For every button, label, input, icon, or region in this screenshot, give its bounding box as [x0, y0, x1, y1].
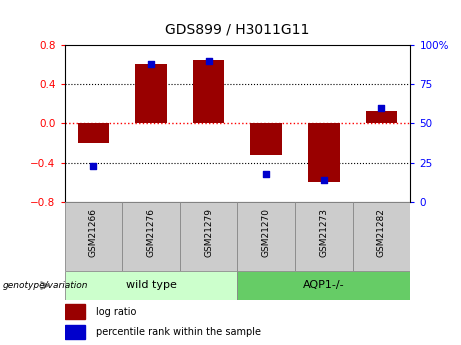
Text: GDS899 / H3011G11: GDS899 / H3011G11: [165, 22, 310, 36]
Text: GSM21279: GSM21279: [204, 208, 213, 257]
Text: log ratio: log ratio: [96, 307, 136, 317]
Bar: [193, 60, 225, 124]
Text: percentile rank within the sample: percentile rank within the sample: [96, 327, 260, 337]
Bar: [65, 202, 122, 271]
Bar: [65, 271, 237, 300]
Point: [320, 177, 327, 183]
Bar: [65, 304, 85, 319]
Bar: [135, 65, 167, 124]
Point: [378, 105, 385, 110]
Text: wild type: wild type: [125, 280, 177, 290]
Bar: [180, 202, 237, 271]
Bar: [122, 202, 180, 271]
Text: GSM21273: GSM21273: [319, 208, 328, 257]
Bar: [308, 124, 340, 182]
Point: [205, 58, 212, 63]
Bar: [65, 325, 85, 339]
Bar: [353, 202, 410, 271]
Bar: [295, 202, 353, 271]
Bar: [77, 124, 109, 143]
Text: GSM21270: GSM21270: [262, 208, 271, 257]
Text: genotype/variation: genotype/variation: [2, 281, 88, 290]
Text: GSM21276: GSM21276: [147, 208, 155, 257]
Bar: [237, 271, 410, 300]
Point: [263, 171, 270, 176]
Point: [89, 163, 97, 168]
Text: GSM21266: GSM21266: [89, 208, 98, 257]
Bar: [250, 124, 282, 155]
Bar: [366, 111, 397, 124]
Text: AQP1-/-: AQP1-/-: [303, 280, 345, 290]
Text: GSM21282: GSM21282: [377, 208, 386, 257]
Bar: [237, 202, 295, 271]
Point: [148, 61, 155, 67]
